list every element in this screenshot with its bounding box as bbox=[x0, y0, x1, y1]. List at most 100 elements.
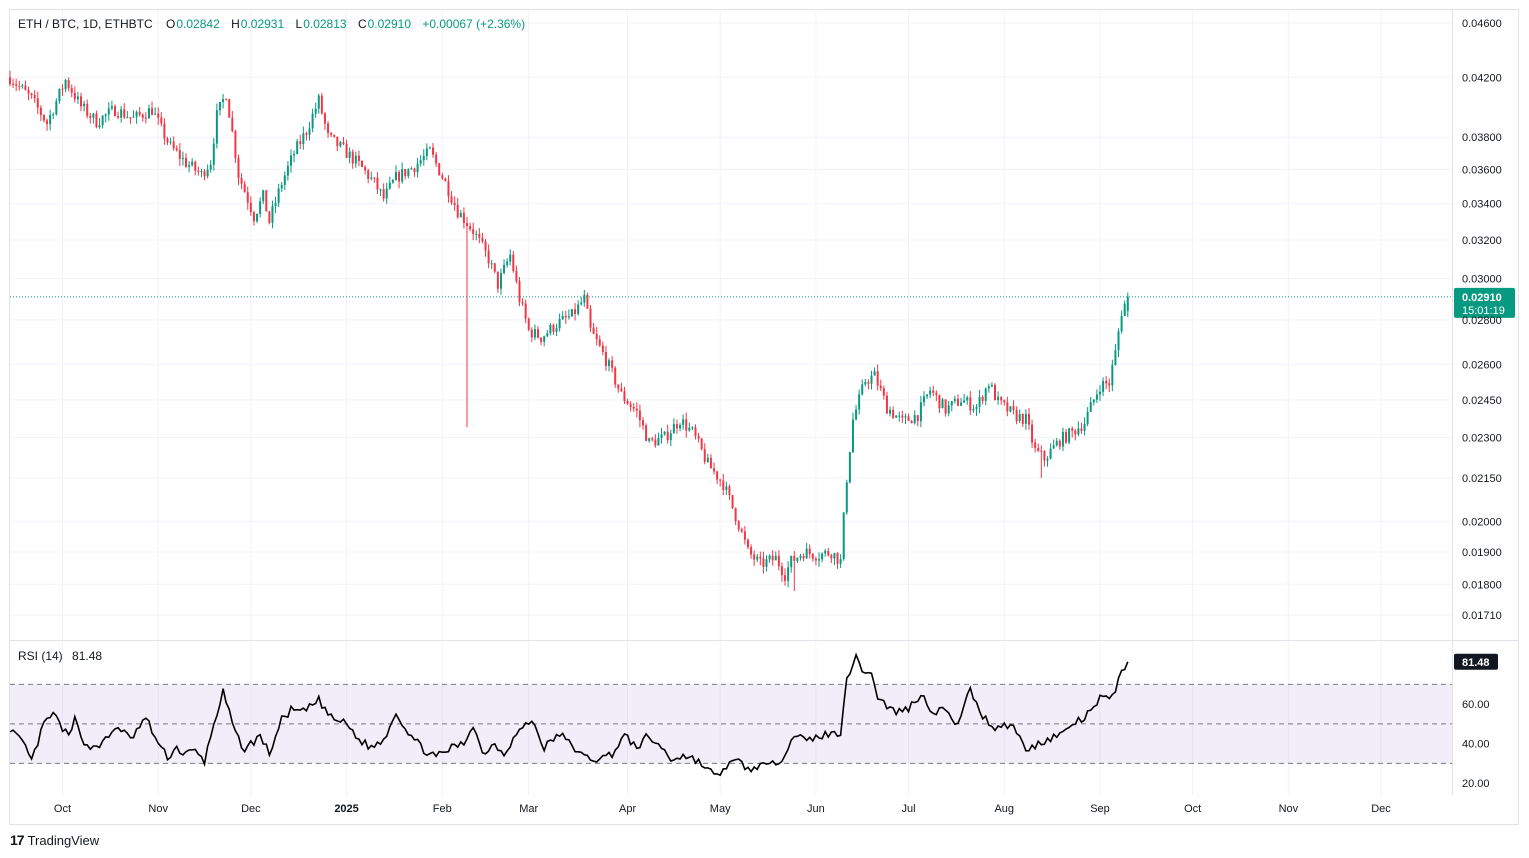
candle-body bbox=[941, 399, 944, 409]
candle-body bbox=[601, 345, 604, 353]
candle-body bbox=[469, 226, 472, 230]
candle-body bbox=[370, 177, 373, 179]
candle-body bbox=[169, 141, 172, 143]
candle-body bbox=[697, 436, 700, 439]
candle-body bbox=[1105, 380, 1108, 384]
candle-body bbox=[685, 419, 688, 431]
price-tick-label: 0.01900 bbox=[1462, 547, 1502, 559]
candle-body bbox=[86, 103, 89, 116]
candle-body bbox=[1012, 406, 1015, 410]
price-tick-label: 0.03800 bbox=[1462, 132, 1502, 144]
price-tick-label: 0.04200 bbox=[1462, 72, 1502, 84]
candle-body bbox=[660, 434, 663, 439]
candle-body bbox=[994, 384, 997, 401]
candle-body bbox=[1098, 391, 1101, 395]
candle-body bbox=[178, 150, 181, 159]
candle-body bbox=[827, 550, 830, 556]
close-value: 0.02910 bbox=[367, 17, 411, 31]
candle-body bbox=[811, 553, 814, 559]
rsi-tick-label: 40.00 bbox=[1462, 739, 1490, 751]
candle-body bbox=[1052, 445, 1055, 449]
open-value: 0.02842 bbox=[176, 17, 220, 31]
candle-body bbox=[1015, 409, 1018, 422]
candle-body bbox=[830, 555, 833, 559]
tradingview-logo[interactable]: 17 TradingView bbox=[10, 832, 99, 848]
candle-body bbox=[675, 424, 678, 429]
candle-body bbox=[391, 180, 394, 183]
candle-body bbox=[1083, 423, 1086, 431]
candle-body bbox=[1068, 428, 1071, 443]
rsi-title[interactable]: RSI (14) bbox=[18, 649, 63, 663]
candle-body bbox=[280, 184, 283, 189]
candle-body bbox=[780, 566, 783, 576]
symbol-title[interactable]: ETH / BTC, 1D, ETHBTC bbox=[18, 17, 153, 31]
candle-body bbox=[67, 79, 70, 89]
high-label: H bbox=[231, 17, 240, 31]
candle-body bbox=[317, 95, 320, 109]
candle-body bbox=[935, 392, 938, 395]
candle-body bbox=[716, 471, 719, 480]
candle-body bbox=[845, 482, 848, 513]
candle-body bbox=[524, 303, 527, 319]
rsi-value-label: 81.48 bbox=[1462, 657, 1490, 669]
candle-body bbox=[963, 400, 966, 403]
candle-body bbox=[870, 375, 873, 384]
candle-body bbox=[521, 302, 524, 304]
time-axis-label: Feb bbox=[433, 803, 452, 815]
candle-body bbox=[144, 117, 147, 119]
candle-body bbox=[746, 539, 749, 548]
candle-body bbox=[101, 115, 104, 126]
candle-body bbox=[218, 101, 221, 111]
candle-body bbox=[503, 264, 506, 274]
candle-body bbox=[42, 115, 45, 121]
candle-body bbox=[765, 559, 768, 567]
candle-body bbox=[456, 205, 459, 218]
candle-body bbox=[1080, 428, 1083, 431]
candle-body bbox=[367, 170, 370, 179]
candle-body bbox=[672, 424, 675, 434]
candle-body bbox=[271, 206, 274, 223]
candle-body bbox=[688, 427, 691, 431]
candle-body bbox=[36, 98, 39, 108]
candle-body bbox=[450, 196, 453, 203]
candle-body bbox=[410, 168, 413, 170]
candle-body bbox=[55, 101, 58, 115]
candle-body bbox=[892, 409, 895, 418]
candle-body bbox=[509, 254, 512, 262]
candle-body bbox=[364, 166, 367, 171]
candle-body bbox=[243, 183, 246, 193]
candle-body bbox=[882, 388, 885, 396]
candle-body bbox=[330, 132, 333, 135]
chart-frame bbox=[9, 9, 1519, 825]
candle-body bbox=[361, 160, 364, 167]
candle-body bbox=[323, 113, 326, 124]
candle-body bbox=[956, 398, 959, 406]
candle-body bbox=[669, 433, 672, 441]
candle-body bbox=[129, 117, 132, 119]
change-value: +0.00067 (+2.36%) bbox=[422, 17, 526, 31]
candle-body bbox=[632, 406, 635, 409]
time-axis-label: Aug bbox=[994, 803, 1014, 815]
candle-body bbox=[821, 553, 824, 560]
candle-body bbox=[972, 408, 975, 411]
candle-body bbox=[1021, 413, 1024, 424]
candle-body bbox=[231, 117, 234, 132]
candle-body bbox=[21, 85, 24, 87]
candle-body bbox=[604, 352, 607, 366]
candle-body bbox=[598, 339, 601, 346]
candle-body bbox=[166, 138, 169, 143]
candle-body bbox=[836, 553, 839, 564]
candle-body bbox=[592, 327, 595, 334]
candle-body bbox=[311, 113, 314, 129]
candle-body bbox=[626, 400, 629, 405]
candle-body bbox=[425, 148, 428, 156]
candle-body bbox=[762, 558, 765, 567]
candle-body bbox=[960, 402, 963, 406]
candle-body bbox=[1117, 331, 1120, 351]
candle-body bbox=[1123, 303, 1126, 316]
candle-body bbox=[296, 141, 299, 154]
candle-body bbox=[858, 394, 861, 410]
candle-body bbox=[98, 125, 101, 128]
candle-body bbox=[438, 163, 441, 176]
